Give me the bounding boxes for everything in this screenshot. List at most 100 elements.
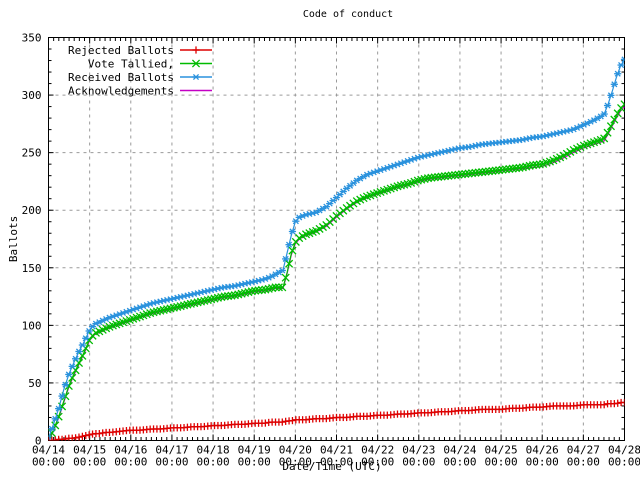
x-tick-label-date: 04/14 bbox=[32, 444, 65, 457]
data-series bbox=[48, 56, 625, 441]
data-point-marker bbox=[601, 110, 608, 118]
data-point-marker bbox=[611, 81, 618, 88]
data-point-marker bbox=[606, 122, 616, 131]
data-point-marker bbox=[75, 348, 83, 355]
series-received-ballots bbox=[48, 56, 625, 441]
data-point-marker bbox=[488, 166, 497, 175]
x-tick-label-time: 00:00 bbox=[197, 456, 230, 469]
x-tick-label-date: 04/21 bbox=[320, 444, 353, 457]
x-tick-label-time: 00:00 bbox=[485, 456, 518, 469]
data-point-marker bbox=[618, 62, 625, 69]
data-point-marker bbox=[279, 267, 286, 274]
data-point-marker bbox=[427, 173, 436, 182]
data-point-marker bbox=[481, 167, 490, 176]
series-rejected-ballots bbox=[48, 398, 625, 441]
data-point-marker bbox=[78, 351, 87, 360]
x-tick-label-time: 00:00 bbox=[238, 456, 271, 469]
x-tick-label-time: 00:00 bbox=[114, 456, 147, 469]
x-tick-label-time: 00:00 bbox=[320, 456, 353, 469]
x-tick-label-date: 04/15 bbox=[73, 444, 106, 457]
data-point-marker bbox=[79, 341, 86, 349]
data-point-marker bbox=[191, 59, 201, 68]
x-tick-label-time: 00:00 bbox=[443, 456, 476, 469]
x-tick-label-date: 04/28 bbox=[608, 444, 640, 457]
data-point-marker bbox=[614, 70, 621, 77]
y-tick-label: 100 bbox=[22, 319, 42, 332]
x-tick-label-time: 00:00 bbox=[567, 456, 600, 469]
data-point-marker bbox=[457, 170, 466, 179]
data-point-marker bbox=[224, 291, 233, 301]
data-point-marker bbox=[59, 393, 66, 400]
y-tick-label: 250 bbox=[22, 147, 42, 160]
data-point-marker bbox=[71, 366, 80, 375]
data-point-marker bbox=[74, 358, 84, 368]
data-point-marker bbox=[257, 285, 267, 295]
data-point-marker bbox=[471, 168, 480, 177]
x-tick-label-time: 00:00 bbox=[361, 456, 394, 469]
data-point-marker bbox=[613, 109, 622, 118]
data-point-marker bbox=[282, 255, 289, 262]
data-point-marker bbox=[621, 58, 625, 63]
x-tick-label-date: 04/23 bbox=[402, 444, 435, 457]
data-point-marker bbox=[288, 246, 297, 255]
y-tick-label: 50 bbox=[28, 377, 41, 390]
data-point-marker bbox=[434, 172, 443, 182]
x-tick-label-time: 00:00 bbox=[608, 456, 640, 469]
y-tick-label: 200 bbox=[22, 204, 42, 217]
data-point-marker bbox=[532, 160, 541, 169]
data-point-marker bbox=[451, 171, 460, 180]
data-point-marker bbox=[64, 381, 73, 391]
x-tick-label-date: 04/16 bbox=[114, 444, 147, 457]
data-point-marker bbox=[286, 241, 293, 248]
y-tick-label: 150 bbox=[22, 262, 42, 275]
data-point-marker bbox=[68, 373, 77, 382]
data-point-marker bbox=[512, 164, 521, 173]
legend-label-3: Acknowledgements bbox=[68, 85, 174, 98]
legend-label-2: Received Ballots bbox=[68, 71, 174, 84]
data-point-marker bbox=[281, 273, 290, 282]
data-point-marker bbox=[192, 73, 200, 81]
data-point-marker bbox=[464, 169, 473, 178]
data-point-marker bbox=[621, 56, 625, 61]
data-point-marker bbox=[600, 134, 609, 143]
data-point-marker bbox=[65, 371, 72, 378]
data-point-marker bbox=[491, 166, 500, 175]
x-tick-label-time: 00:00 bbox=[155, 456, 188, 469]
data-point-marker bbox=[461, 169, 470, 178]
chart-title: Code of conduct bbox=[303, 9, 393, 20]
data-point-marker bbox=[444, 171, 453, 180]
data-point-marker bbox=[474, 168, 483, 177]
x-tick-label-date: 04/25 bbox=[485, 444, 518, 457]
x-axis-title: Date/Time (UTC) bbox=[282, 460, 381, 473]
data-point-marker bbox=[603, 128, 612, 137]
data-point-marker bbox=[501, 165, 510, 174]
data-point-marker bbox=[285, 259, 294, 268]
data-point-marker bbox=[610, 115, 619, 124]
y-tick-label: 0 bbox=[35, 435, 42, 448]
data-point-marker bbox=[620, 103, 625, 109]
y-axis-ticks: 0 50 100 150 200 250 300 350 bbox=[22, 32, 625, 448]
data-point-marker bbox=[447, 171, 456, 180]
data-point-marker bbox=[72, 355, 79, 362]
data-point-marker bbox=[48, 435, 53, 441]
data-point-marker bbox=[81, 344, 90, 353]
y-tick-label: 350 bbox=[22, 32, 42, 45]
data-point-marker bbox=[440, 172, 449, 181]
x-tick-label-time: 00:00 bbox=[73, 456, 106, 469]
data-point-marker bbox=[52, 415, 59, 422]
data-point-marker bbox=[607, 92, 614, 99]
x-tick-label-time: 00:00 bbox=[279, 456, 312, 469]
data-point-marker bbox=[251, 286, 260, 295]
data-point-marker bbox=[604, 102, 611, 109]
data-point-marker bbox=[271, 283, 280, 292]
y-axis-title: Ballots bbox=[7, 216, 20, 262]
data-point-marker bbox=[484, 167, 494, 176]
data-point-marker bbox=[620, 100, 625, 106]
data-point-marker bbox=[508, 164, 517, 173]
x-tick-label-date: 04/26 bbox=[526, 444, 559, 457]
y-tick-label: 300 bbox=[22, 89, 42, 102]
data-point-marker bbox=[454, 170, 463, 179]
